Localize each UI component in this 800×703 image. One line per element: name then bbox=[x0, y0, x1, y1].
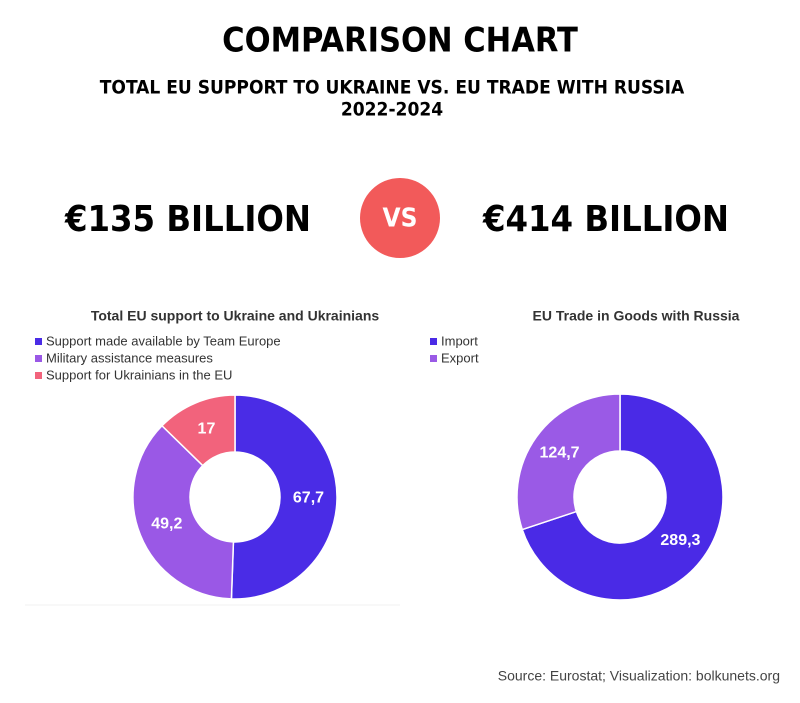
data-label: 17 bbox=[198, 420, 216, 437]
chart-title: Total EU support to Ukraine and Ukrainia… bbox=[91, 308, 380, 324]
data-label: 289,3 bbox=[660, 532, 700, 549]
vs-text: VS bbox=[383, 204, 418, 234]
subtitle: TOTAL EU SUPPORT TO UKRAINE VS. EU TRADE… bbox=[100, 77, 685, 99]
donut-slice bbox=[132, 424, 235, 600]
legend-swatch bbox=[35, 372, 42, 379]
legend-swatch bbox=[430, 338, 437, 345]
legend-swatch bbox=[430, 355, 437, 362]
legend-swatch bbox=[35, 338, 42, 345]
data-label: 124,7 bbox=[540, 445, 580, 462]
donut-slice bbox=[230, 394, 338, 600]
source: Source: Eurostat; Visualization: bolkune… bbox=[498, 668, 780, 684]
subtitle: 2022-2024 bbox=[341, 99, 443, 121]
donut-slice bbox=[160, 394, 236, 467]
right-total: €414 BILLION bbox=[482, 199, 729, 240]
legend-label: Military assistance measures bbox=[46, 350, 213, 365]
chart-title: EU Trade in Goods with Russia bbox=[533, 308, 740, 324]
legend-label: Support made available by Team Europe bbox=[46, 333, 281, 348]
donut-slice bbox=[521, 393, 724, 601]
legend-swatch bbox=[35, 355, 42, 362]
legend-label: Support for Ukrainians in the EU bbox=[46, 367, 232, 382]
data-label: 67,7 bbox=[293, 490, 324, 507]
title: COMPARISON CHART bbox=[222, 21, 578, 61]
legend-label: Export bbox=[441, 350, 479, 365]
legend-label: Import bbox=[441, 333, 478, 348]
vs-badge bbox=[360, 178, 440, 258]
left-total: €135 BILLION bbox=[64, 199, 311, 240]
donut-slice bbox=[516, 393, 621, 531]
data-label: 49,2 bbox=[151, 516, 182, 533]
